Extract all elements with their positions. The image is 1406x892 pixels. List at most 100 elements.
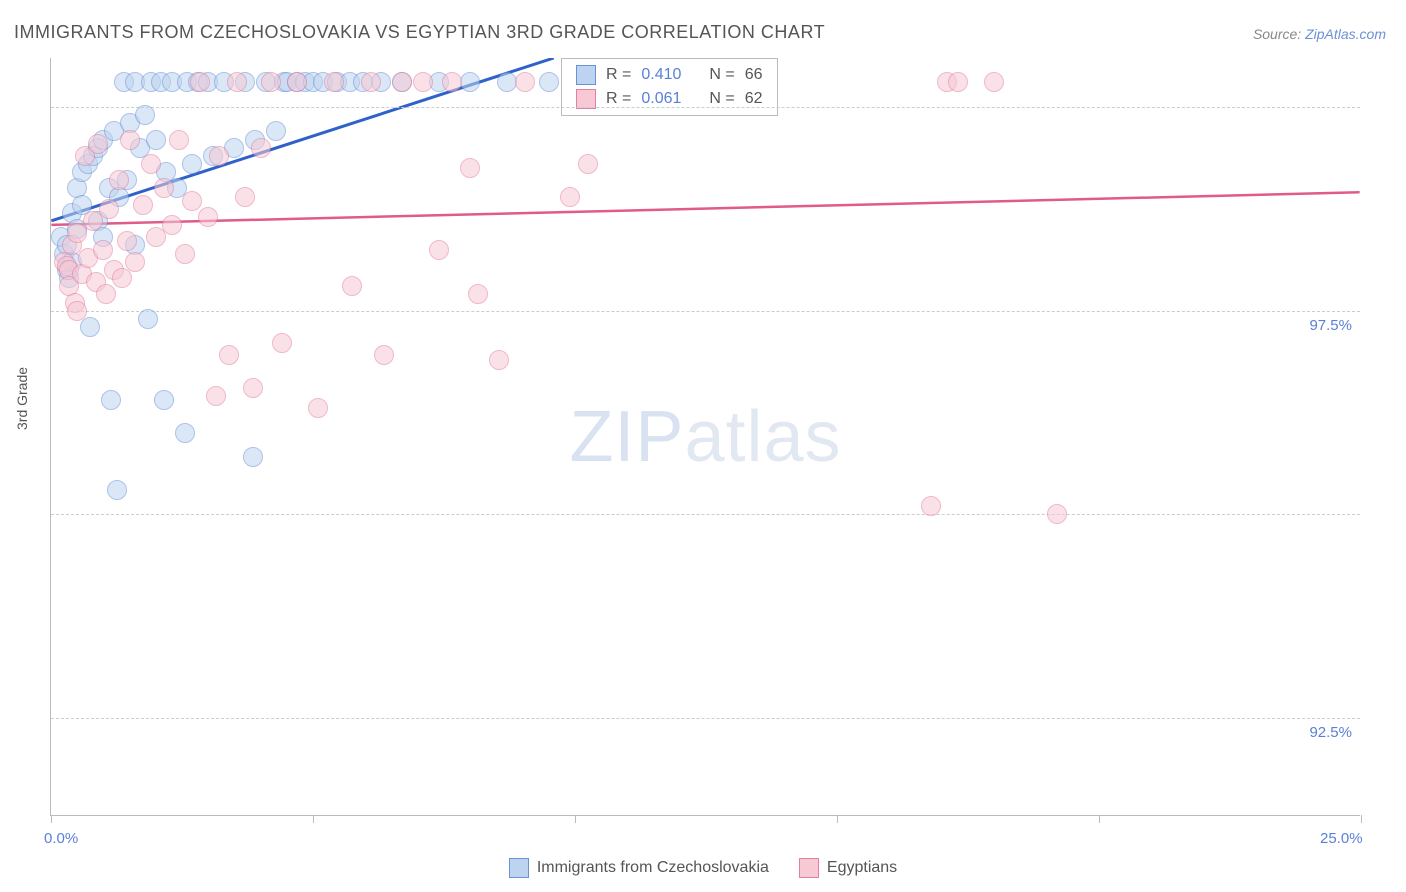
data-point xyxy=(117,231,137,251)
data-point xyxy=(190,72,210,92)
legend-item-b: Egyptians xyxy=(799,858,897,878)
watermark: ZIPatlas xyxy=(569,396,841,478)
data-point xyxy=(539,72,559,92)
source-attribution: Source: ZipAtlas.com xyxy=(1253,26,1386,42)
data-point xyxy=(120,130,140,150)
data-point xyxy=(227,72,247,92)
data-point xyxy=(93,240,113,260)
data-point xyxy=(154,178,174,198)
r-value-b: 0.061 xyxy=(641,90,681,108)
x-tick xyxy=(313,815,314,823)
swatch-series-a xyxy=(509,858,529,878)
data-point xyxy=(361,72,381,92)
data-point xyxy=(175,244,195,264)
n-value-b: 62 xyxy=(745,90,763,108)
n-value-a: 66 xyxy=(745,66,763,84)
data-point xyxy=(578,154,598,174)
data-point xyxy=(460,158,480,178)
x-tick xyxy=(1361,815,1362,823)
r-value-a: 0.410 xyxy=(641,66,681,84)
data-point xyxy=(99,199,119,219)
r-label: R = xyxy=(606,66,631,84)
gridline-h xyxy=(51,107,1360,108)
data-point xyxy=(287,72,307,92)
data-point xyxy=(489,350,509,370)
data-point xyxy=(133,195,153,215)
data-point xyxy=(243,378,263,398)
data-point xyxy=(560,187,580,207)
data-point xyxy=(138,309,158,329)
data-point xyxy=(112,268,132,288)
series-legend: Immigrants from Czechoslovakia Egyptians xyxy=(0,858,1406,878)
n-label: N = xyxy=(709,90,734,108)
data-point xyxy=(135,105,155,125)
data-point xyxy=(169,130,189,150)
data-point xyxy=(374,345,394,365)
x-tick xyxy=(837,815,838,823)
data-point xyxy=(392,72,412,92)
y-axis-label: 3rd Grade xyxy=(14,367,30,430)
data-point xyxy=(468,284,488,304)
x-tick xyxy=(575,815,576,823)
data-point xyxy=(948,72,968,92)
swatch-series-a xyxy=(576,65,596,85)
legend-item-a: Immigrants from Czechoslovakia xyxy=(509,858,769,878)
gridline-h xyxy=(51,718,1360,719)
watermark-zip: ZIP xyxy=(569,397,684,477)
series-b-name: Egyptians xyxy=(827,859,897,877)
data-point xyxy=(80,317,100,337)
gridline-h xyxy=(51,514,1360,515)
plot-area: ZIPatlas R = 0.410 N = 66 R = 0.061 N = … xyxy=(50,58,1360,816)
source-label: Source: xyxy=(1253,26,1305,42)
data-point xyxy=(324,72,344,92)
stats-row-series-a: R = 0.410 N = 66 xyxy=(562,63,777,87)
data-point xyxy=(497,72,517,92)
trend-lines xyxy=(51,58,1360,815)
data-point xyxy=(429,240,449,260)
data-point xyxy=(251,138,271,158)
data-point xyxy=(162,215,182,235)
r-label: R = xyxy=(606,90,631,108)
data-point xyxy=(141,154,161,174)
y-tick-label: 92.5% xyxy=(1309,724,1352,741)
data-point xyxy=(342,276,362,296)
data-point xyxy=(101,390,121,410)
data-point xyxy=(1047,504,1067,524)
n-label: N = xyxy=(709,66,734,84)
y-tick-label: 97.5% xyxy=(1309,317,1352,334)
data-point xyxy=(921,496,941,516)
data-point xyxy=(198,207,218,227)
data-point xyxy=(308,398,328,418)
data-point xyxy=(209,146,229,166)
data-point xyxy=(235,187,255,207)
data-point xyxy=(182,191,202,211)
data-point xyxy=(243,447,263,467)
chart-title: IMMIGRANTS FROM CZECHOSLOVAKIA VS EGYPTI… xyxy=(14,22,825,43)
data-point xyxy=(442,72,462,92)
data-point xyxy=(67,301,87,321)
data-point xyxy=(219,345,239,365)
data-point xyxy=(413,72,433,92)
data-point xyxy=(146,130,166,150)
data-point xyxy=(182,154,202,174)
data-point xyxy=(272,333,292,353)
data-point xyxy=(460,72,480,92)
data-point xyxy=(154,390,174,410)
series-a-name: Immigrants from Czechoslovakia xyxy=(537,859,769,877)
data-point xyxy=(206,386,226,406)
data-point xyxy=(515,72,535,92)
watermark-atlas: atlas xyxy=(684,397,841,477)
x-tick-label: 0.0% xyxy=(44,830,78,847)
data-point xyxy=(88,134,108,154)
source-value: ZipAtlas.com xyxy=(1305,26,1386,42)
data-point xyxy=(125,252,145,272)
data-point xyxy=(984,72,1004,92)
x-tick-label: 25.0% xyxy=(1320,830,1363,847)
x-tick xyxy=(1099,815,1100,823)
data-point xyxy=(107,480,127,500)
data-point xyxy=(109,170,129,190)
data-point xyxy=(96,284,116,304)
x-tick xyxy=(51,815,52,823)
data-point xyxy=(261,72,281,92)
swatch-series-b xyxy=(799,858,819,878)
